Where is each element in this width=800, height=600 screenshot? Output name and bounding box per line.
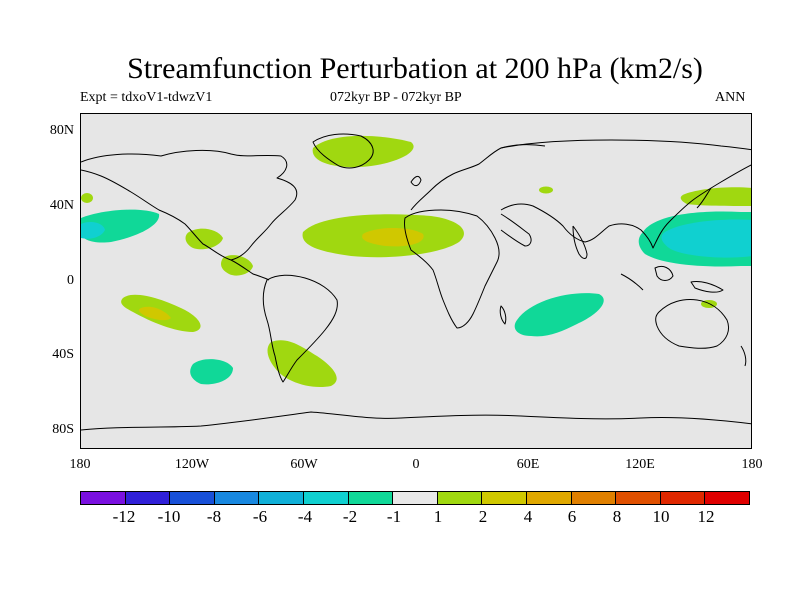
colorbar-label: -6 <box>252 507 268 526</box>
lon-label-120e: 120E <box>625 457 655 472</box>
map-svg <box>81 133 751 431</box>
colorbar-label: -10 <box>157 507 181 526</box>
contour-indian-negative <box>514 293 604 337</box>
colorbar-segment <box>170 492 215 504</box>
lon-label-60e: 60E <box>516 457 540 472</box>
lon-label-180w: 180 <box>69 457 91 472</box>
colorbar <box>80 491 750 505</box>
colorbar-label: 4 <box>523 507 533 526</box>
colorbar-segment <box>571 492 617 504</box>
colorbar-label: 6 <box>567 507 577 526</box>
colorbar-label: -8 <box>206 507 222 526</box>
colorbar-segment <box>705 492 749 504</box>
coastline-antarctica <box>81 411 751 431</box>
coastline-new-guinea <box>690 281 724 293</box>
lat-label-40n: 40N <box>49 198 74 213</box>
colorbar-label: -1 <box>386 507 402 526</box>
colorbar-segment <box>526 492 572 504</box>
contour-gulf-positive <box>185 228 223 250</box>
colorbar-segment <box>259 492 304 504</box>
lat-label-80s: 80S <box>52 422 74 437</box>
coastline-north-america <box>81 149 298 261</box>
season-label: ANN <box>715 90 746 105</box>
colorbar-segment <box>660 492 706 504</box>
contour-southpac-negative <box>190 359 233 385</box>
coastline-greenland <box>312 133 374 169</box>
lon-label-60w: 60W <box>290 457 318 472</box>
colorbar-segment <box>125 492 171 504</box>
lon-label-0: 0 <box>412 457 420 472</box>
coastline-borneo <box>654 265 674 281</box>
colorbar-segment <box>303 492 349 504</box>
contour-fills <box>81 135 751 388</box>
coastline-africa <box>404 209 500 329</box>
colorbar-label: 8 <box>612 507 622 526</box>
lat-label-0: 0 <box>67 273 74 288</box>
map-panel <box>80 113 752 449</box>
contour-wpac-core <box>661 219 751 258</box>
lat-label-40s: 40S <box>52 347 74 362</box>
chart-title: Streamfunction Perturbation at 200 hPa (… <box>127 52 703 85</box>
contour-eastpac-positive <box>221 255 253 276</box>
coastline-south-america <box>262 274 338 383</box>
colorbar-label: -2 <box>342 507 358 526</box>
period-label: 072kyr BP - 072kyr BP <box>330 90 462 105</box>
coastline-central-america <box>230 259 270 281</box>
coastline-asia <box>500 139 751 249</box>
colorbar-label: 2 <box>478 507 488 526</box>
coastline-india <box>572 225 588 259</box>
contour-sepacific-core <box>138 306 171 321</box>
colorbar-segment <box>348 492 394 504</box>
lat-label-80n: 80N <box>49 123 74 138</box>
coastline-sumatra <box>620 273 644 291</box>
colorbar-segment <box>393 492 438 504</box>
coastlines <box>81 133 751 431</box>
contour-atlantic-small-positive <box>81 193 93 203</box>
colorbar-label: 12 <box>697 507 715 526</box>
colorbar-label: -4 <box>297 507 313 526</box>
contour-asia-small-positive <box>539 186 553 194</box>
colorbar-segment <box>81 492 126 504</box>
contour-pacific-negative-core <box>81 222 105 239</box>
coastline-madagascar <box>499 305 507 325</box>
coastline-europe <box>410 144 546 211</box>
colorbar-segment <box>214 492 260 504</box>
contour-southamerica-positive <box>267 340 337 388</box>
colorbar-segment <box>616 492 661 504</box>
contour-npac-positive <box>680 187 751 206</box>
coastline-uk <box>410 175 422 187</box>
experiment-label: Expt = tdxoV1-tdwzV1 <box>80 90 213 105</box>
coastline-arabia <box>500 213 532 247</box>
colorbar-segment <box>437 492 483 504</box>
lon-label-180e: 180 <box>741 457 763 472</box>
colorbar-label: 10 <box>652 507 670 526</box>
coastline-australia <box>655 299 730 349</box>
colorbar-label: 1 <box>433 507 443 526</box>
coastline-new-zealand <box>740 345 747 367</box>
colorbar-label: -12 <box>112 507 136 526</box>
colorbar-segment <box>482 492 527 504</box>
contour-greenland-positive <box>312 135 414 168</box>
coastline-japan <box>696 187 712 209</box>
lon-label-120w: 120W <box>174 457 210 472</box>
